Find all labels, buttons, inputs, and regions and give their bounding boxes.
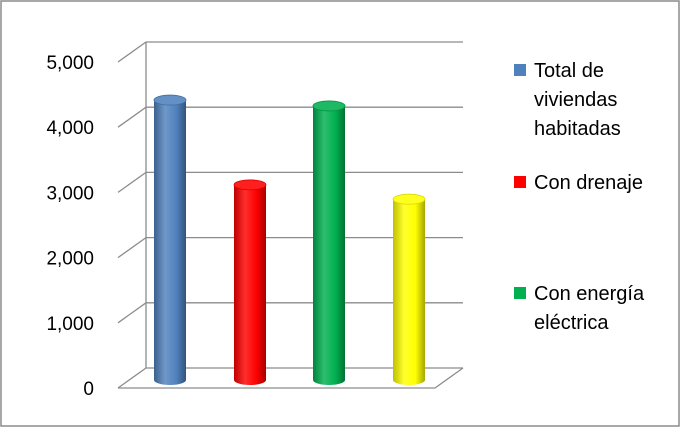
gridline: [117, 302, 463, 324]
bars: [153, 94, 426, 385]
bar-3: [313, 105, 345, 385]
y-tick-label: 4,000: [46, 118, 94, 139]
y-axis-ticks: 0 1,000 2,000 3,000 4,000 5,000: [46, 53, 94, 400]
gridline: [117, 106, 463, 128]
y-tick-label: 1,000: [46, 314, 94, 335]
floor-edge: [118, 367, 464, 389]
bar-4-top: [392, 193, 426, 205]
gridline: [117, 367, 463, 389]
gridline: [117, 236, 463, 259]
legend-label: Con energía: [534, 283, 645, 305]
legend-label: habitadas: [534, 118, 621, 140]
bar-1: [154, 100, 186, 385]
y-tick-label: 0: [83, 379, 94, 400]
gridline: [117, 171, 463, 193]
legend-swatch: [514, 64, 526, 76]
bar-3-top: [312, 100, 346, 112]
legend-label: Con drenaje: [534, 172, 643, 194]
gridlines: [117, 41, 464, 389]
legend-swatch: [514, 287, 526, 299]
legend: Total de viviendas habitadas Con drenaje Con…: [514, 60, 645, 334]
y-tick-label: 2,000: [46, 249, 94, 270]
bar-2: [234, 184, 266, 385]
gridline: [117, 41, 463, 63]
y-tick-label: 5,000: [46, 53, 94, 74]
legend-label: eléctrica: [534, 312, 609, 334]
bar-2-top: [233, 179, 267, 191]
legend-swatch: [514, 176, 526, 188]
bar-4: [393, 199, 425, 385]
y-tick-label: 3,000: [46, 183, 94, 204]
legend-label: Total de: [534, 60, 604, 82]
legend-label: viviendas: [534, 89, 617, 111]
bar-1-top: [153, 94, 187, 106]
